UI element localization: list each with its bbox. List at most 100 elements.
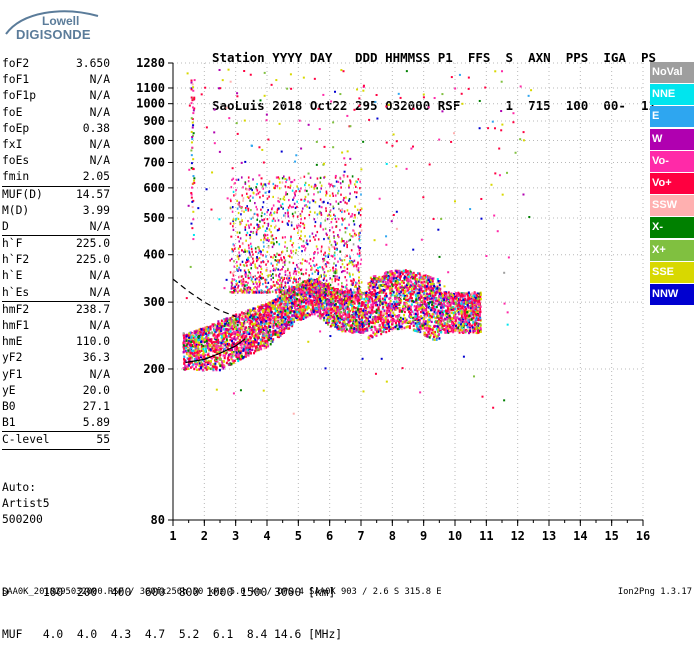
echo-point	[400, 325, 402, 327]
echo-point	[315, 302, 317, 304]
echo-point	[399, 309, 401, 311]
echo-point	[221, 320, 223, 322]
echo-point	[195, 330, 197, 332]
echo-point	[213, 341, 215, 343]
echo-point	[477, 298, 479, 300]
x-tick-label: 9	[420, 529, 427, 543]
echo-point	[413, 288, 415, 290]
echo-point	[267, 308, 269, 310]
echo-point	[341, 317, 343, 319]
echo-point	[257, 336, 259, 338]
echo-point	[372, 316, 374, 318]
echo-point	[415, 315, 417, 317]
echo-point	[350, 315, 352, 317]
echo-point	[203, 355, 205, 357]
echo-point	[287, 312, 289, 314]
echo-point	[426, 285, 428, 287]
echo-point	[273, 299, 275, 301]
echo-point	[193, 349, 195, 351]
echo-point	[218, 323, 220, 325]
echo-point	[215, 366, 217, 368]
echo-point	[376, 330, 378, 332]
echo-point	[420, 311, 422, 313]
echo-point	[247, 317, 249, 319]
echo-point	[409, 293, 411, 295]
echo-point	[408, 276, 410, 278]
echo-point	[374, 322, 376, 324]
y-tick-label: 1100	[136, 81, 165, 95]
echo-point	[197, 336, 199, 338]
echo-point	[200, 366, 202, 368]
echo-point	[403, 298, 405, 300]
echo-point	[402, 294, 404, 296]
echo-point	[203, 329, 205, 331]
echo-point	[222, 367, 224, 369]
echo-point	[359, 324, 361, 326]
echo-point	[382, 306, 384, 308]
echo-point	[395, 315, 397, 317]
echo-point	[331, 308, 333, 310]
echo-point	[477, 300, 479, 302]
echo-point	[439, 312, 441, 314]
echo-point	[409, 327, 411, 329]
echo-point	[288, 319, 290, 321]
echo-point	[275, 323, 277, 325]
echo-point	[425, 316, 427, 318]
echo-point	[194, 363, 196, 365]
echo-point	[239, 348, 241, 350]
echo-point	[389, 303, 391, 305]
echo-point	[360, 296, 362, 298]
echo-point	[381, 326, 383, 328]
y-tick-label: 1280	[136, 56, 165, 70]
echo-point	[387, 279, 389, 281]
echo-point	[452, 297, 454, 299]
echo-point	[388, 330, 390, 332]
echo-point	[187, 349, 189, 351]
echo-point	[231, 351, 233, 353]
echo-point	[431, 321, 433, 323]
echo-point	[436, 287, 438, 289]
echo-point	[391, 294, 393, 296]
echo-point	[298, 299, 300, 301]
echo-point	[265, 315, 267, 317]
echo-point	[200, 364, 202, 366]
echo-point	[478, 323, 480, 325]
echo-point	[426, 293, 428, 295]
echo-point	[457, 316, 459, 318]
echo-point	[343, 328, 345, 330]
echo-point	[425, 305, 427, 307]
echo-point	[472, 295, 474, 297]
echo-point	[251, 349, 253, 351]
echo-point	[226, 317, 228, 319]
echo-point	[343, 309, 345, 311]
echo-point	[404, 317, 406, 319]
echo-point	[215, 344, 217, 346]
echo-point	[389, 292, 391, 294]
echo-point	[440, 306, 442, 308]
echo-point	[260, 338, 262, 340]
echo-point	[239, 358, 241, 360]
echo-point	[373, 284, 375, 286]
echo-point	[449, 320, 451, 322]
echo-point	[478, 327, 480, 329]
echo-point	[401, 281, 403, 283]
x-tick-label: 15	[604, 529, 618, 543]
echo-point	[425, 327, 427, 329]
echo-point	[310, 299, 312, 301]
echo-point	[206, 340, 208, 342]
echo-point	[463, 292, 465, 294]
echo-point	[389, 312, 391, 314]
echo-point	[272, 338, 274, 340]
echo-point	[238, 331, 240, 333]
y-tick-label: 1000	[136, 97, 165, 111]
echo-point	[223, 338, 225, 340]
echo-point	[376, 278, 378, 280]
echo-point	[416, 278, 418, 280]
echo-point	[459, 331, 461, 333]
echo-point	[434, 334, 436, 336]
echo-point	[333, 294, 335, 296]
echo-point	[223, 343, 225, 345]
echo-point	[435, 292, 437, 294]
echo-point	[270, 343, 272, 345]
echo-point	[394, 298, 396, 300]
